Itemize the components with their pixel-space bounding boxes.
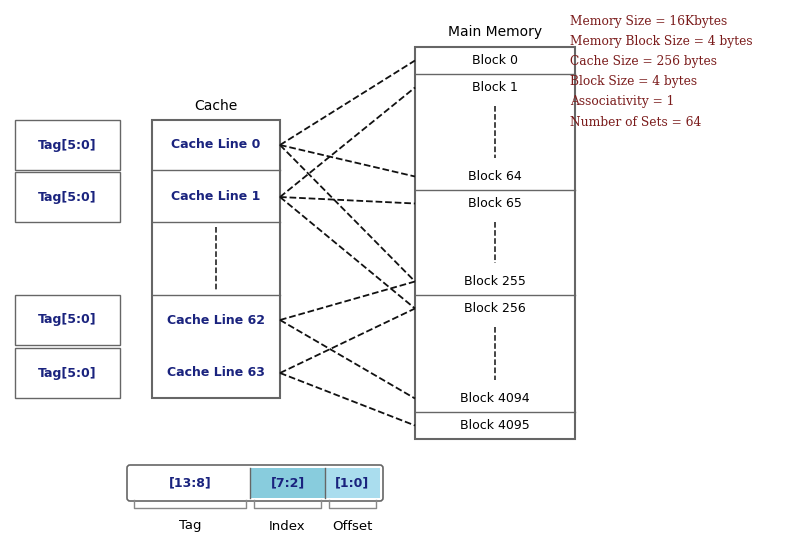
Bar [325, 468, 380, 498]
Text: Tag[5:0]: Tag[5:0] [38, 367, 97, 379]
Text: Cache Line 1: Cache Line 1 [171, 191, 261, 203]
Bar [250, 468, 325, 498]
Text: Block 4094: Block 4094 [460, 392, 530, 405]
Text: Cache Line 62: Cache Line 62 [167, 314, 265, 326]
FancyBboxPatch shape [127, 465, 383, 501]
Text: [7:2]: [7:2] [270, 476, 305, 490]
Text: Tag[5:0]: Tag[5:0] [38, 138, 97, 151]
Text: Cache: Cache [194, 99, 238, 113]
Text: Cache Line 63: Cache Line 63 [167, 367, 265, 379]
Text: Tag[5:0]: Tag[5:0] [38, 314, 97, 326]
Text: Offset: Offset [333, 520, 373, 532]
Text: Memory Block Size = 4 bytes: Memory Block Size = 4 bytes [570, 35, 752, 49]
Text: Main Memory: Main Memory [448, 25, 542, 39]
Bar [415, 47, 575, 439]
Text: Block 64: Block 64 [468, 170, 522, 183]
Text: Tag[5:0]: Tag[5:0] [38, 191, 97, 203]
Text: Block Size = 4 bytes: Block Size = 4 bytes [570, 75, 697, 89]
Text: Cache Size = 256 bytes: Cache Size = 256 bytes [570, 55, 717, 69]
Bar [15, 172, 120, 222]
Text: Cache Line 0: Cache Line 0 [171, 138, 261, 151]
Text: [1:0]: [1:0] [335, 476, 370, 490]
Text: Number of Sets = 64: Number of Sets = 64 [570, 115, 702, 129]
Text: Block 255: Block 255 [464, 275, 526, 288]
Text: Block 65: Block 65 [468, 197, 522, 210]
Text: Memory Size = 16Kbytes: Memory Size = 16Kbytes [570, 16, 727, 28]
Bar [152, 120, 280, 398]
Text: Block 0: Block 0 [472, 54, 518, 67]
Text: Tag: Tag [179, 520, 201, 532]
Text: Block 1: Block 1 [472, 81, 518, 94]
Bar [15, 295, 120, 345]
Text: Block 4095: Block 4095 [460, 419, 530, 432]
Text: Associativity = 1: Associativity = 1 [570, 95, 674, 109]
Text: Block 256: Block 256 [464, 302, 526, 315]
Text: [13:8]: [13:8] [169, 476, 211, 490]
Bar [15, 348, 120, 398]
Text: Index: Index [269, 520, 306, 532]
Bar [15, 120, 120, 170]
